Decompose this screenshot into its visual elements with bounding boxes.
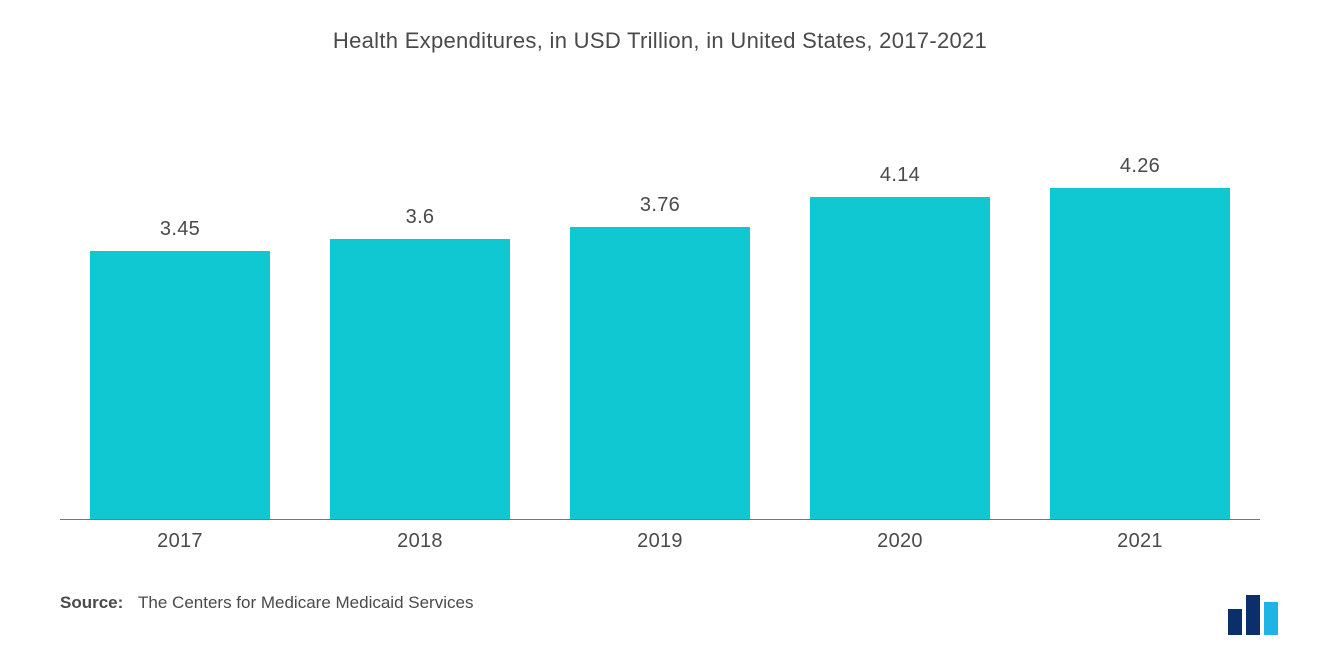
bar-group: 4.262021 [1050, 155, 1230, 520]
plot-area: 3.452017 3.62018 3.762019 4.142020 4.262021 [60, 130, 1260, 520]
brand-logo-icon [1226, 595, 1282, 635]
bar-category-label: 2021 [1050, 530, 1230, 553]
bar [570, 227, 750, 520]
source-text: The Centers for Medicare Medicaid Servic… [138, 593, 473, 612]
bar [810, 197, 990, 520]
chart-title: Health Expenditures, in USD Trillion, in… [0, 0, 1320, 54]
bar-value-label: 4.26 [1120, 155, 1160, 178]
bar-value-label: 3.45 [160, 218, 200, 241]
bar-category-label: 2017 [90, 530, 270, 553]
bar-value-label: 3.76 [640, 194, 680, 217]
bar-category-label: 2019 [570, 530, 750, 553]
bar-value-label: 4.14 [880, 164, 920, 187]
bar-group: 3.762019 [570, 194, 750, 520]
bar [90, 251, 270, 520]
bar [1050, 188, 1230, 520]
bar-group: 3.452017 [90, 218, 270, 520]
source-attribution: Source: The Centers for Medicare Medicai… [60, 593, 473, 613]
bar [330, 239, 510, 520]
source-label: Source: [60, 593, 123, 612]
bar-group: 3.62018 [330, 206, 510, 520]
bar-category-label: 2020 [810, 530, 990, 553]
x-axis-baseline [60, 519, 1260, 520]
bar-group: 4.142020 [810, 164, 990, 520]
bar-chart: Health Expenditures, in USD Trillion, in… [0, 0, 1320, 665]
bar-category-label: 2018 [330, 530, 510, 553]
bar-value-label: 3.6 [406, 206, 435, 229]
